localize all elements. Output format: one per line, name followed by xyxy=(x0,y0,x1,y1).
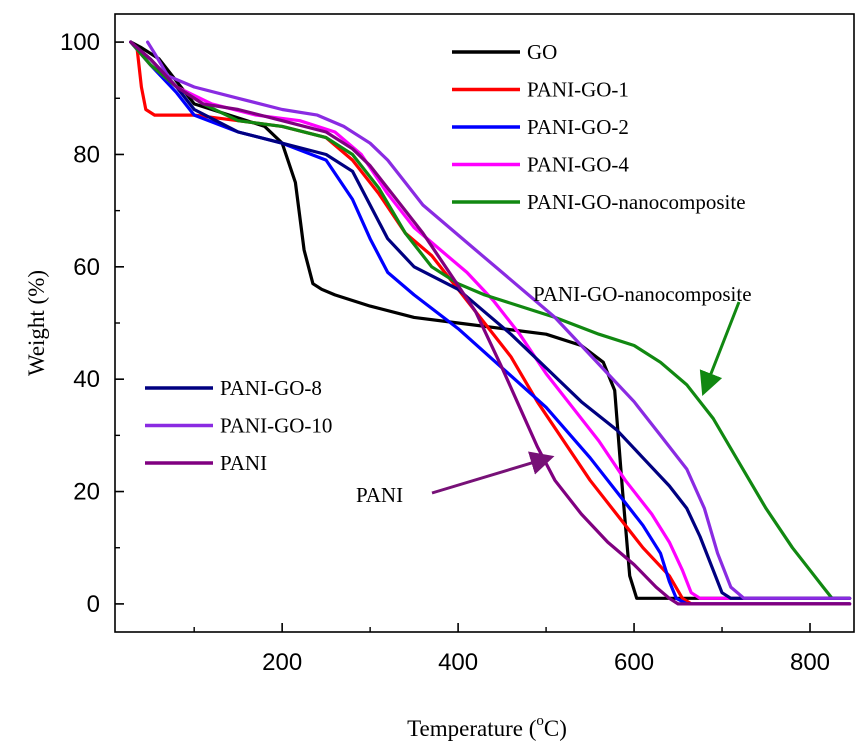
series-line-pani-go-8 xyxy=(129,40,852,600)
x-tick-label: 600 xyxy=(614,649,654,676)
y-axis-label: Weight (%) xyxy=(24,270,49,376)
legend-label-pani: PANI xyxy=(220,451,267,475)
legend-label-go: GO xyxy=(527,40,557,64)
annotations: PANI-GO-nanocomposite PANI xyxy=(356,282,752,507)
series-line-pani-go-nanocomposite xyxy=(129,40,852,600)
legend-label-pani-go-10: PANI-GO-10 xyxy=(220,414,332,438)
annotation-label: PANI xyxy=(356,483,403,507)
series-line-pani-go-1 xyxy=(129,40,852,606)
x-axis-label-main: Temperature ( xyxy=(407,716,536,741)
y-tick-label: 0 xyxy=(87,591,100,618)
series-line-go xyxy=(129,40,852,600)
legend-label-pani-go-8: PANI-GO-8 xyxy=(220,376,322,400)
legend-label-pani-go-2: PANI-GO-2 xyxy=(527,115,629,139)
y-tick-label: 60 xyxy=(73,254,100,281)
x-axis-label: Temperature (oC) xyxy=(407,713,567,741)
x-tick-label: 400 xyxy=(438,649,478,676)
annotation-arrow xyxy=(431,451,555,495)
x-axis-label-unit: C) xyxy=(544,716,567,741)
y-tick-label: 40 xyxy=(73,366,100,393)
legend-label-pani-go-nanocomposite: PANI-GO-nanocomposite xyxy=(527,190,746,214)
series-line-pani-go-2 xyxy=(129,40,852,606)
legend-label-pani-go-4: PANI-GO-4 xyxy=(527,153,629,177)
x-axis-label-degree: o xyxy=(536,713,544,729)
y-tick-label: 100 xyxy=(60,29,100,56)
axis-ticks: 200 400 600 800 0 20 40 60 80 100 xyxy=(60,29,830,676)
y-tick-label: 80 xyxy=(73,141,100,168)
legend-label-pani-go-1: PANI-GO-1 xyxy=(527,78,629,102)
series-layer xyxy=(129,40,852,606)
y-tick-label: 20 xyxy=(73,479,100,506)
series-line-pani xyxy=(129,40,852,606)
series-line-pani-go-10 xyxy=(146,40,852,600)
annotation-label: PANI-GO-nanocomposite xyxy=(533,282,752,306)
annotation-arrow xyxy=(699,301,741,397)
x-tick-label: 200 xyxy=(262,649,302,676)
legend: GO PANI-GO-1 PANI-GO-2 PANI-GO-4 PANI-GO-nan… xyxy=(145,40,746,475)
x-tick-label: 800 xyxy=(790,649,830,676)
